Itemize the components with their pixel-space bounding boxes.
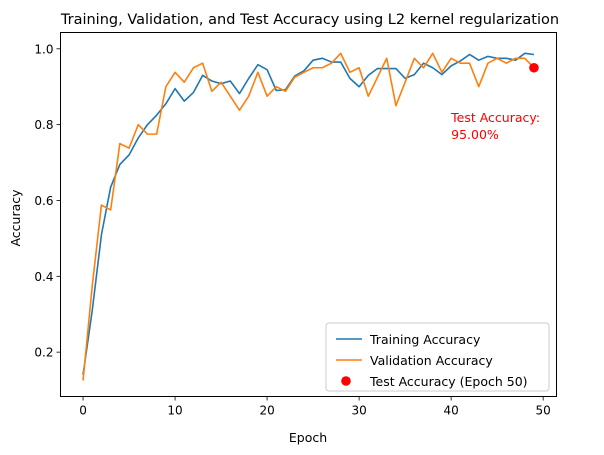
test-accuracy-point <box>529 62 539 73</box>
y-tick-label: 0.6 <box>34 194 53 208</box>
x-tick-label: 40 <box>443 404 458 418</box>
legend-frame <box>325 322 550 392</box>
x-axis: 0 10 20 30 40 50 <box>79 396 551 418</box>
validation-accuracy-line <box>82 52 535 381</box>
y-tick-label: 0.8 <box>34 118 53 132</box>
series-layer <box>82 52 535 381</box>
legend-validation-label: Validation Accuracy <box>370 353 493 368</box>
x-tick-label: 0 <box>79 404 87 418</box>
y-axis: 0.2 0.4 0.6 0.8 1.0 <box>34 42 61 360</box>
x-tick-label: 10 <box>167 404 182 418</box>
x-tick-label: 20 <box>259 404 274 418</box>
x-tick-label: 30 <box>351 404 366 418</box>
test-accuracy-layer <box>529 62 539 73</box>
legend-test-swatch <box>341 376 351 386</box>
test-accuracy-annotation-line2: 95.00% <box>451 127 499 142</box>
legend-training-label: Training Accuracy <box>369 332 481 347</box>
legend-test-label: Test Accuracy (Epoch 50) <box>369 374 528 389</box>
y-tick-label: 0.2 <box>34 346 53 360</box>
x-axis-label: Epoch <box>289 430 327 445</box>
test-accuracy-annotation-line1: Test Accuracy: <box>450 110 540 125</box>
y-tick-label: 0.4 <box>34 270 53 284</box>
chart-title: Training, Validation, and Test Accuracy … <box>60 12 559 28</box>
y-tick-label: 1.0 <box>34 42 53 56</box>
plot-area-frame <box>60 32 557 397</box>
legend: Training Accuracy Validation Accuracy Te… <box>325 322 550 392</box>
y-axis-label: Accuracy <box>8 189 23 247</box>
x-tick-label: 50 <box>536 404 551 418</box>
